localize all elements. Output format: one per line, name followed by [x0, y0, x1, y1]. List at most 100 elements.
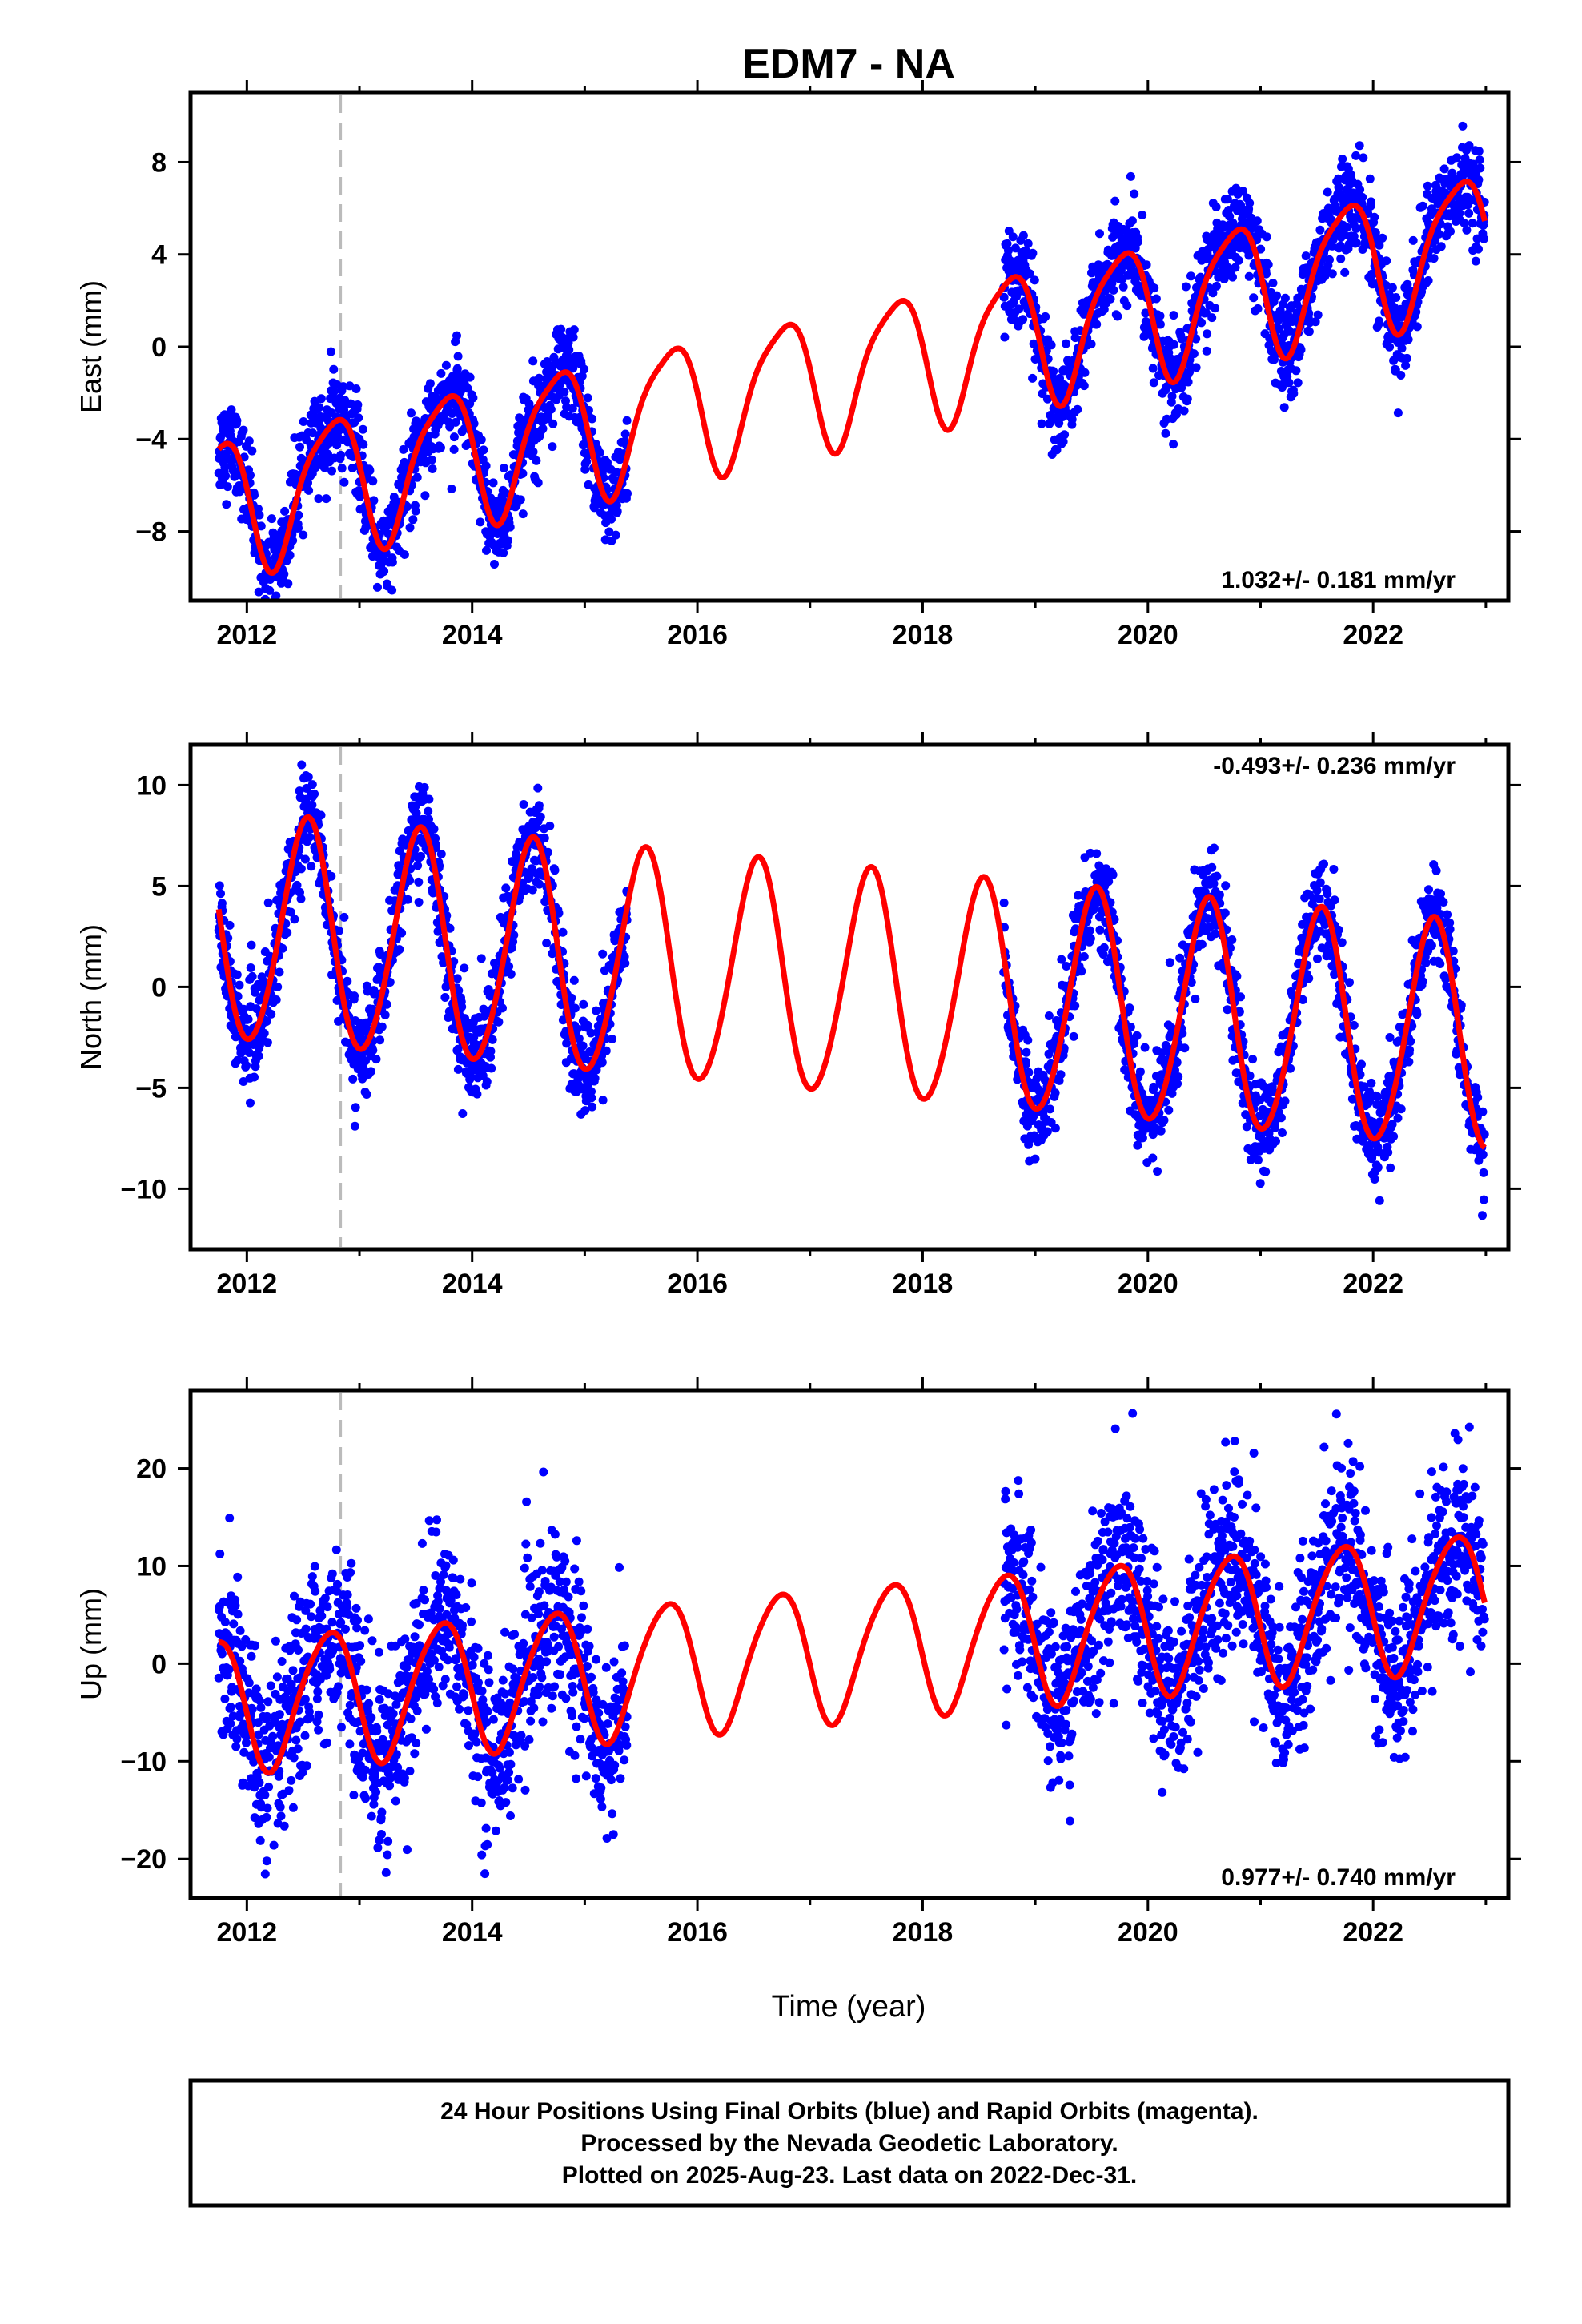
data-point	[562, 1039, 572, 1048]
data-point	[1359, 153, 1368, 163]
data-point	[1479, 234, 1488, 243]
data-point	[350, 1121, 359, 1131]
y-tick-label: 4	[151, 240, 167, 271]
data-point	[1276, 310, 1286, 320]
data-point	[1262, 232, 1271, 242]
data-point	[1140, 1043, 1150, 1052]
data-point	[246, 1098, 255, 1108]
data-point	[1169, 440, 1178, 449]
data-point	[1271, 1136, 1280, 1146]
data-point	[1397, 344, 1407, 353]
data-point	[518, 468, 528, 478]
data-point	[501, 883, 511, 893]
data-point	[1249, 293, 1259, 303]
data-point	[278, 943, 287, 953]
data-point	[1028, 248, 1038, 258]
y-tick-label: 8	[151, 147, 167, 178]
data-point	[1327, 269, 1337, 279]
data-point	[1291, 366, 1301, 376]
data-point	[488, 478, 498, 488]
data-point	[1452, 153, 1462, 163]
data-point	[1050, 1088, 1060, 1098]
data-point	[1393, 1113, 1403, 1123]
data-point	[1208, 288, 1218, 298]
data-point	[556, 324, 566, 334]
data-point	[235, 980, 244, 990]
data-point	[1138, 1133, 1147, 1143]
data-point	[1174, 1072, 1183, 1081]
data-point	[1476, 163, 1485, 173]
data-point	[488, 1035, 497, 1044]
data-point	[1280, 293, 1290, 303]
data-point	[215, 881, 224, 891]
data-point	[399, 444, 408, 454]
data-point	[307, 800, 317, 810]
data-point	[1418, 977, 1427, 987]
data-point	[1092, 320, 1102, 329]
data-point	[1418, 201, 1427, 211]
data-point	[290, 915, 299, 924]
data-point	[416, 851, 425, 861]
data-point	[1296, 345, 1306, 355]
data-point	[1261, 1167, 1271, 1176]
data-point	[1113, 312, 1122, 321]
data-point	[1086, 340, 1096, 349]
data-point	[1270, 355, 1279, 364]
data-point	[476, 435, 486, 444]
data-point	[1375, 316, 1383, 326]
data-point	[1423, 181, 1432, 191]
data-point	[568, 332, 578, 342]
data-point	[414, 877, 424, 887]
data-point	[375, 1035, 385, 1045]
x-tick-label: 2016	[667, 620, 728, 650]
data-point	[1351, 223, 1361, 233]
data-point	[476, 517, 485, 527]
data-point	[1030, 275, 1039, 285]
data-point	[1367, 197, 1375, 207]
data-point	[297, 760, 307, 770]
data-point	[1227, 245, 1237, 255]
data-point	[1132, 1031, 1142, 1040]
data-point	[1212, 281, 1221, 291]
data-point	[295, 786, 304, 796]
data-point	[316, 394, 326, 404]
data-point	[1355, 185, 1365, 195]
data-point	[1092, 849, 1102, 858]
data-point	[504, 536, 512, 545]
data-point	[303, 478, 312, 488]
data-point	[1151, 294, 1161, 304]
data-point	[225, 920, 235, 930]
data-point	[550, 866, 560, 875]
data-point	[413, 861, 423, 870]
data-point	[1049, 367, 1058, 376]
data-point	[1207, 862, 1217, 872]
data-point	[548, 442, 557, 452]
data-point	[258, 601, 267, 610]
data-point	[453, 352, 463, 361]
data-point	[326, 347, 335, 356]
data-point	[1236, 992, 1245, 1002]
data-point	[1304, 327, 1314, 336]
data-point	[1177, 334, 1186, 344]
data-point	[1186, 271, 1195, 281]
data-point	[607, 514, 616, 524]
data-point	[1221, 881, 1231, 891]
data-point	[482, 545, 491, 555]
data-point	[487, 1063, 496, 1073]
data-point	[1042, 394, 1052, 404]
data-point	[1429, 254, 1439, 263]
data-point	[1155, 311, 1165, 320]
data-point	[1070, 1001, 1080, 1011]
data-point	[1156, 1126, 1166, 1136]
data-point	[1378, 233, 1387, 243]
data-point	[1455, 208, 1464, 218]
data-point	[1191, 334, 1201, 344]
data-point	[1323, 889, 1332, 899]
data-point	[408, 515, 418, 525]
data-point	[1293, 378, 1303, 388]
data-point	[425, 379, 435, 388]
data-point	[472, 1089, 482, 1099]
data-point	[449, 432, 459, 442]
